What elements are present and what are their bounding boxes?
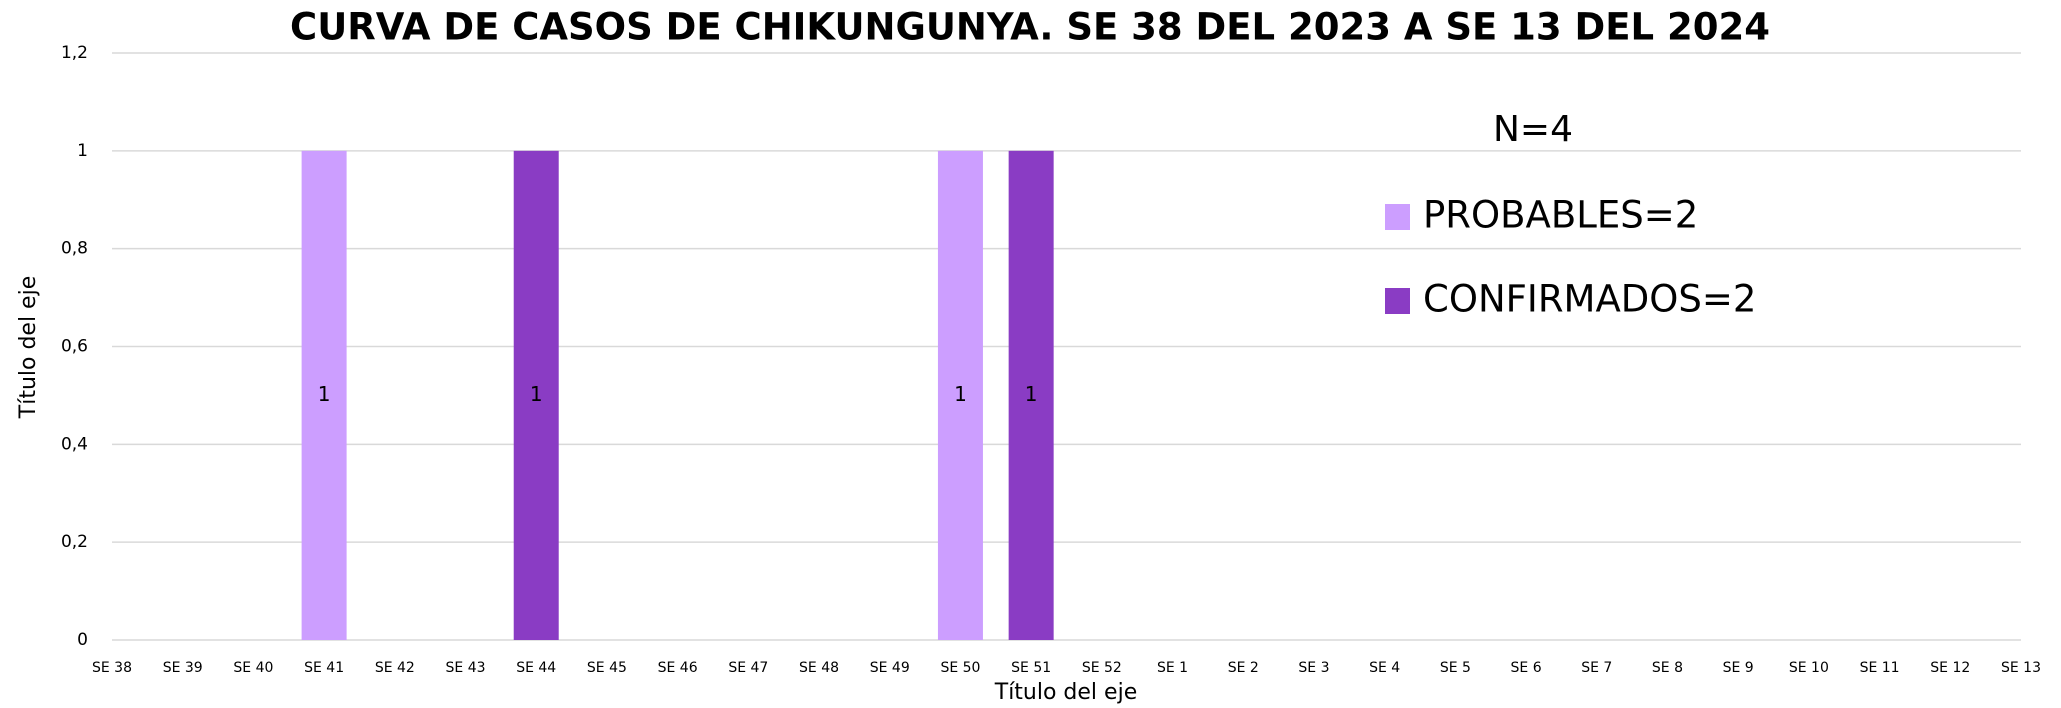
x-tick-label: SE 50 — [940, 660, 980, 676]
legend-label: CONFIRMADOS=2 — [1423, 278, 1756, 321]
x-axis-title: Título del eje — [994, 680, 1137, 705]
x-tick-label: SE 41 — [304, 660, 344, 676]
x-tick-label: SE 48 — [799, 660, 839, 676]
x-tick-label: SE 45 — [587, 660, 627, 676]
x-tick-label: SE 51 — [1011, 660, 1051, 676]
x-tick-label: SE 39 — [163, 660, 203, 676]
x-tick-label: SE 43 — [446, 660, 486, 676]
legend-swatch — [1385, 288, 1410, 314]
y-tick-label: 0,4 — [61, 434, 88, 454]
x-tick-label: SE 46 — [658, 660, 698, 676]
x-tick-label: SE 7 — [1581, 660, 1612, 676]
x-tick-label: SE 40 — [233, 660, 273, 676]
legend-label: PROBABLES=2 — [1423, 194, 1698, 237]
y-tick-label: 0,2 — [61, 532, 88, 552]
x-tick-label: SE 49 — [870, 660, 910, 676]
x-tick-label: SE 2 — [1228, 660, 1259, 676]
y-tick-label: 0 — [77, 630, 88, 650]
y-tick-label: 1,2 — [61, 43, 88, 63]
x-tick-label: SE 52 — [1082, 660, 1122, 676]
x-tick-label: SE 4 — [1369, 660, 1400, 676]
x-tick-label: SE 6 — [1511, 660, 1542, 676]
legend-swatch — [1385, 204, 1410, 230]
x-tick-label: SE 13 — [2001, 660, 2041, 676]
y-tick-label: 1 — [77, 141, 88, 161]
data-label: 1 — [1025, 382, 1038, 406]
x-tick-label: SE 8 — [1652, 660, 1683, 676]
x-tick-label: SE 5 — [1440, 660, 1471, 676]
chart-title: CURVA DE CASOS DE CHIKUNGUNYA. SE 38 DEL… — [290, 6, 1770, 49]
data-label: 1 — [954, 382, 967, 406]
bar — [937, 150, 983, 641]
x-tick-label: SE 47 — [728, 660, 768, 676]
data-label: 1 — [530, 382, 543, 406]
x-tick-label: SE 42 — [375, 660, 415, 676]
y-tick-label: 0,6 — [61, 337, 88, 357]
x-tick-label: SE 12 — [1930, 660, 1970, 676]
annotation: N=4 — [1493, 109, 1573, 150]
y-axis-title: Título del eje — [16, 276, 41, 419]
x-tick-label: SE 3 — [1298, 660, 1329, 676]
bar — [301, 150, 347, 641]
bar — [1008, 150, 1054, 641]
x-tick-label: SE 38 — [92, 660, 132, 676]
x-tick-label: SE 9 — [1723, 660, 1754, 676]
x-tick-label: SE 11 — [1860, 660, 1900, 676]
x-tick-label: SE 44 — [516, 660, 556, 676]
x-tick-label: SE 10 — [1789, 660, 1829, 676]
y-tick-label: 0,8 — [61, 239, 88, 259]
x-tick-label: SE 1 — [1157, 660, 1188, 676]
bar — [513, 150, 559, 641]
data-label: 1 — [318, 382, 331, 406]
